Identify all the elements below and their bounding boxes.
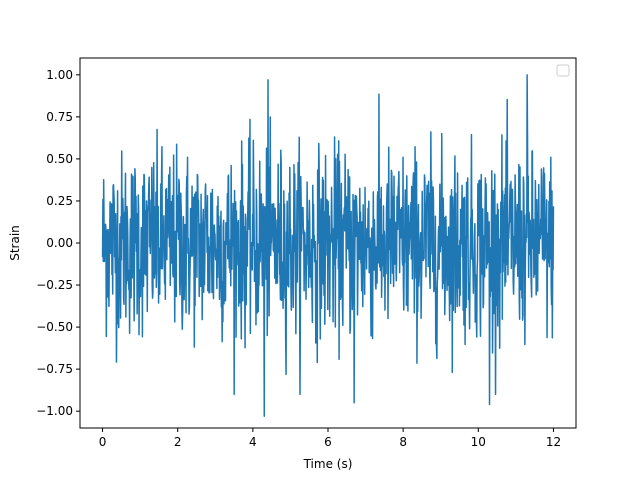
x-axis: 0 2 4 6 8 10 12 bbox=[99, 428, 561, 449]
y-tick-label: −1.00 bbox=[36, 404, 73, 418]
x-tick-label: 12 bbox=[546, 435, 561, 449]
y-axis: −1.00 −0.75 −0.50 −0.25 0.00 0.25 0.50 0.75 1.00 bbox=[36, 68, 80, 418]
y-tick-label: 0.50 bbox=[46, 152, 73, 166]
x-tick-label: 6 bbox=[324, 435, 332, 449]
x-tick-label: 8 bbox=[399, 435, 407, 449]
x-tick-label: 2 bbox=[174, 435, 182, 449]
x-tick-label: 4 bbox=[249, 435, 257, 449]
y-tick-label: 0.25 bbox=[46, 194, 73, 208]
y-axis-label: Strain bbox=[8, 225, 22, 261]
legend-box bbox=[556, 64, 570, 77]
series-layer bbox=[101, 74, 555, 417]
y-tick-label: −0.25 bbox=[36, 278, 73, 292]
x-tick-label: 0 bbox=[99, 435, 107, 449]
x-tick-label: 10 bbox=[471, 435, 486, 449]
y-tick-label: −0.50 bbox=[36, 320, 73, 334]
y-tick-label: 0.75 bbox=[46, 110, 73, 124]
x-axis-label: Time (s) bbox=[303, 457, 353, 471]
strain-series-line bbox=[101, 74, 555, 417]
y-tick-label: −0.75 bbox=[36, 362, 73, 376]
y-tick-label: 0.00 bbox=[46, 236, 73, 250]
y-tick-label: 1.00 bbox=[46, 68, 73, 82]
